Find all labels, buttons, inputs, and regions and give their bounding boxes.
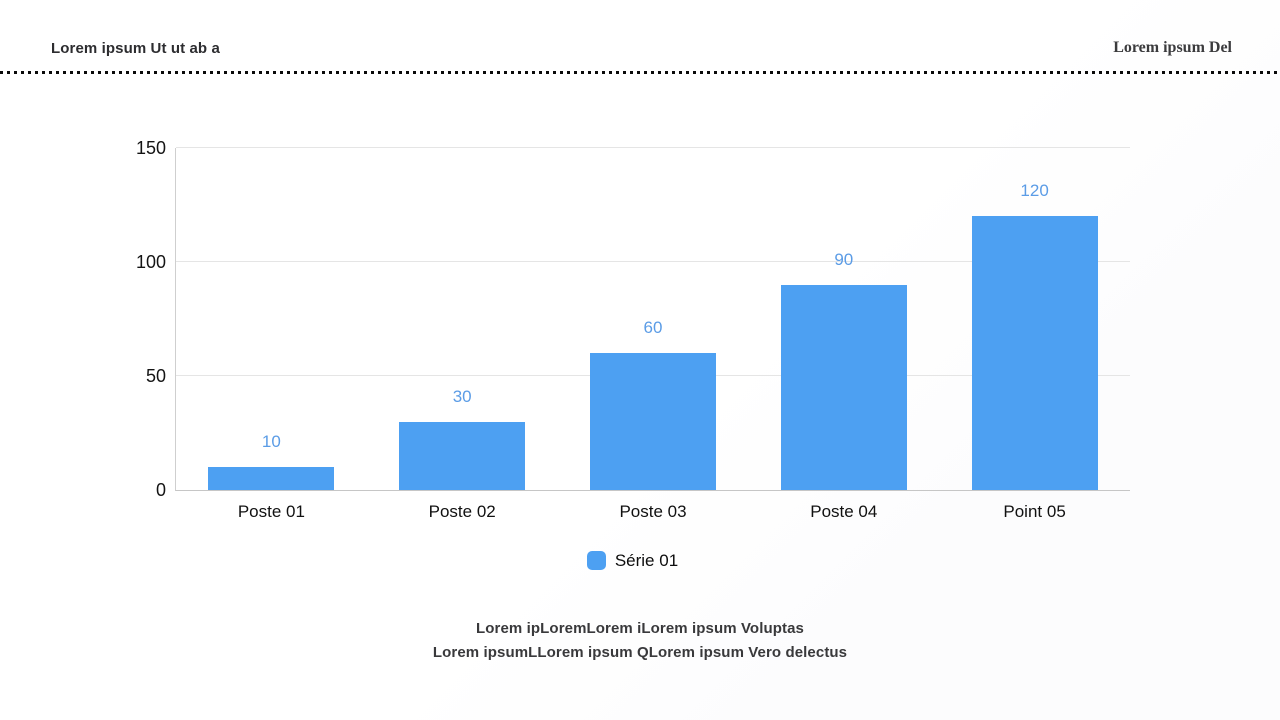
header-left-title: Lorem ipsum Ut ut ab a (51, 40, 220, 57)
bar-point-05[interactable] (971, 216, 1098, 490)
footer-line-1: Lorem ipLoremLorem iLorem ipsum Voluptas (476, 620, 804, 637)
x-axis-label: Point 05 (1003, 502, 1066, 521)
x-axis-label: Poste 02 (428, 502, 496, 521)
bar-value-label: 30 (452, 386, 472, 406)
bar-poste-03[interactable] (590, 353, 716, 490)
x-axis-label: Poste 04 (810, 502, 878, 521)
x-axis-label: Poste 01 (237, 502, 305, 521)
chart-legend[interactable]: Série 01 (135, 551, 1130, 570)
legend-swatch-icon (586, 551, 606, 570)
bar-poste-01[interactable] (208, 467, 335, 490)
footer-line-2: Lorem ipsumLLorem ipsum QLorem ipsum Ver… (432, 644, 848, 661)
bar-value-label: 120 (1020, 181, 1049, 201)
dotted-divider (0, 71, 1280, 74)
gridline (176, 261, 1130, 262)
plot-area: 0 50 100 150 10 Poste 01 30 Poste 02 60 Poste 03 9… (136, 139, 1130, 520)
bar-value-label: 60 (643, 318, 663, 338)
y-tick-label: 0 (155, 480, 166, 500)
bar-poste-04[interactable] (780, 284, 907, 490)
y-tick-label: 100 (135, 252, 166, 272)
footer: Lorem ipLoremLorem iLorem ipsum Voluptas… (0, 617, 1280, 665)
bar-value-label: 90 (834, 249, 854, 269)
y-tick-label: 150 (135, 138, 166, 158)
header-right-title: Lorem ipsum Del (1113, 39, 1232, 56)
y-tick-label: 50 (145, 366, 166, 386)
x-axis-label: Poste 03 (619, 502, 687, 521)
gridline (176, 147, 1130, 148)
bar-poste-02[interactable] (399, 421, 526, 490)
legend-label: Série 01 (614, 551, 679, 570)
bar-value-label: 10 (261, 432, 281, 452)
